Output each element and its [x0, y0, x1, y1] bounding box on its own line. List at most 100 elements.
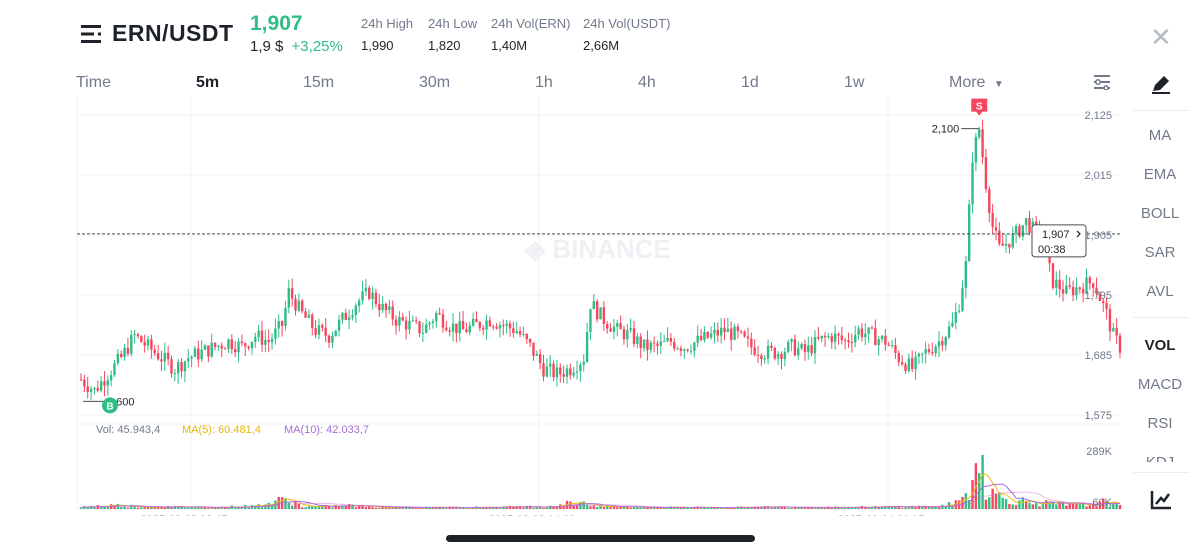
volume-bar: [1008, 504, 1011, 509]
volume-bar: [1031, 504, 1035, 509]
menu-icon[interactable]: [80, 23, 102, 45]
indicator-vol[interactable]: VOL: [1144, 337, 1176, 354]
candle-body: [619, 323, 622, 330]
volume-bar: [414, 508, 418, 509]
volume-bar: [961, 496, 964, 509]
volume-bar: [934, 506, 937, 509]
indicator-avl[interactable]: AVL: [1146, 283, 1174, 300]
candle-body: [267, 340, 270, 343]
volume-bar: [1045, 500, 1048, 509]
close-icon[interactable]: ✕: [1150, 22, 1172, 52]
volume-bar: [931, 506, 934, 509]
y-tick-label: 2,125: [1084, 110, 1112, 122]
candle-body: [190, 356, 193, 359]
chart-settings-icon[interactable]: [1092, 74, 1112, 90]
candle-body: [280, 321, 284, 326]
candle-body: [1095, 287, 1098, 294]
indicator-kdj[interactable]: KDJ: [1130, 454, 1190, 462]
candle-body: [776, 353, 780, 359]
volume-bar: [485, 507, 488, 509]
volume-bar: [331, 507, 334, 509]
candle-body: [639, 336, 642, 349]
candle-body: [676, 348, 679, 350]
buy-marker: [102, 397, 118, 414]
candle-body: [274, 328, 277, 339]
tab-4h[interactable]: 4h: [638, 74, 656, 91]
tab-15m[interactable]: 15m: [303, 74, 335, 91]
volume-bar: [1014, 505, 1018, 509]
volume-bar: [170, 506, 173, 509]
volume-bar: [699, 507, 703, 509]
candle-body: [374, 292, 378, 305]
candle-body: [632, 328, 636, 344]
volume-bar: [317, 506, 321, 509]
volume-bar: [612, 506, 616, 509]
candle-body: [971, 162, 974, 205]
indicator-ema[interactable]: EMA: [1143, 166, 1177, 183]
candle-body: [425, 324, 428, 333]
indicator-rsi[interactable]: RSI: [1147, 415, 1173, 432]
candle-body: [559, 367, 562, 375]
volume-bar: [1048, 501, 1051, 509]
volume-bar: [522, 508, 525, 509]
candle-body: [317, 325, 321, 335]
volume-bar: [780, 506, 783, 509]
tab-1d[interactable]: 1d: [741, 74, 759, 91]
chart-type-icon[interactable]: [1150, 490, 1172, 510]
candle-body: [699, 335, 703, 340]
tab-time[interactable]: Time: [76, 74, 111, 91]
volume-bar: [106, 506, 110, 509]
volume-bar: [713, 507, 716, 509]
candle-body: [180, 362, 183, 372]
volume-bar: [290, 505, 294, 509]
volume-bar: [666, 507, 669, 509]
candle-body: [1048, 253, 1051, 264]
candle-body: [947, 326, 951, 338]
candle-body: [522, 334, 525, 336]
volume-bar: [642, 506, 646, 509]
candle-body: [783, 351, 787, 360]
volume-bar: [1105, 501, 1108, 509]
volume-bar: [719, 508, 723, 509]
volume-bar: [813, 508, 817, 509]
candle-body: [455, 323, 458, 334]
tab-30m[interactable]: 30m: [419, 74, 451, 91]
tab-1w[interactable]: 1w: [844, 74, 865, 91]
indicator-boll[interactable]: BOLL: [1140, 205, 1180, 222]
tab-more[interactable]: More ▼: [949, 74, 1004, 92]
volume-bar: [837, 507, 840, 509]
candle-body: [880, 335, 884, 340]
binance-watermark: ◈ BINANCE: [524, 234, 671, 264]
volume-bar: [786, 508, 790, 509]
candle-body: [579, 364, 582, 372]
volume-bar: [847, 507, 850, 509]
candle-body: [103, 381, 106, 386]
indicator-macd[interactable]: MACD: [1137, 376, 1183, 393]
candle-body: [800, 344, 803, 349]
volume-bar: [203, 507, 207, 509]
volume-bar: [301, 507, 304, 509]
candle-body: [797, 348, 800, 356]
candle-body: [562, 374, 565, 377]
tab-1h[interactable]: 1h: [535, 74, 553, 91]
price-chart[interactable]: ◈ BINANCE 1,907 00:38 2,125 2,015 1,905 1,795 1…: [0, 96, 1125, 516]
draw-pen-icon[interactable]: [1150, 74, 1172, 94]
candle-body: [823, 335, 827, 338]
indicator-ma[interactable]: MA: [1148, 127, 1172, 144]
volume-bar: [679, 507, 683, 509]
volume-bar: [411, 508, 415, 509]
candle-body: [843, 339, 847, 341]
candle-body: [713, 329, 716, 334]
volume-bar: [156, 507, 160, 509]
volume-bar: [1004, 499, 1008, 509]
candle-body: [884, 335, 887, 345]
pair-title[interactable]: ERN/USDT: [112, 20, 234, 46]
volume-bar: [850, 507, 854, 509]
volume-bar: [659, 507, 663, 509]
volume-bar: [730, 508, 733, 509]
tab-5m[interactable]: 5m: [196, 74, 220, 91]
indicator-sar[interactable]: SAR: [1144, 244, 1176, 261]
volume-bar: [951, 506, 954, 509]
volume-bar: [408, 508, 411, 509]
candle-body: [351, 314, 354, 318]
